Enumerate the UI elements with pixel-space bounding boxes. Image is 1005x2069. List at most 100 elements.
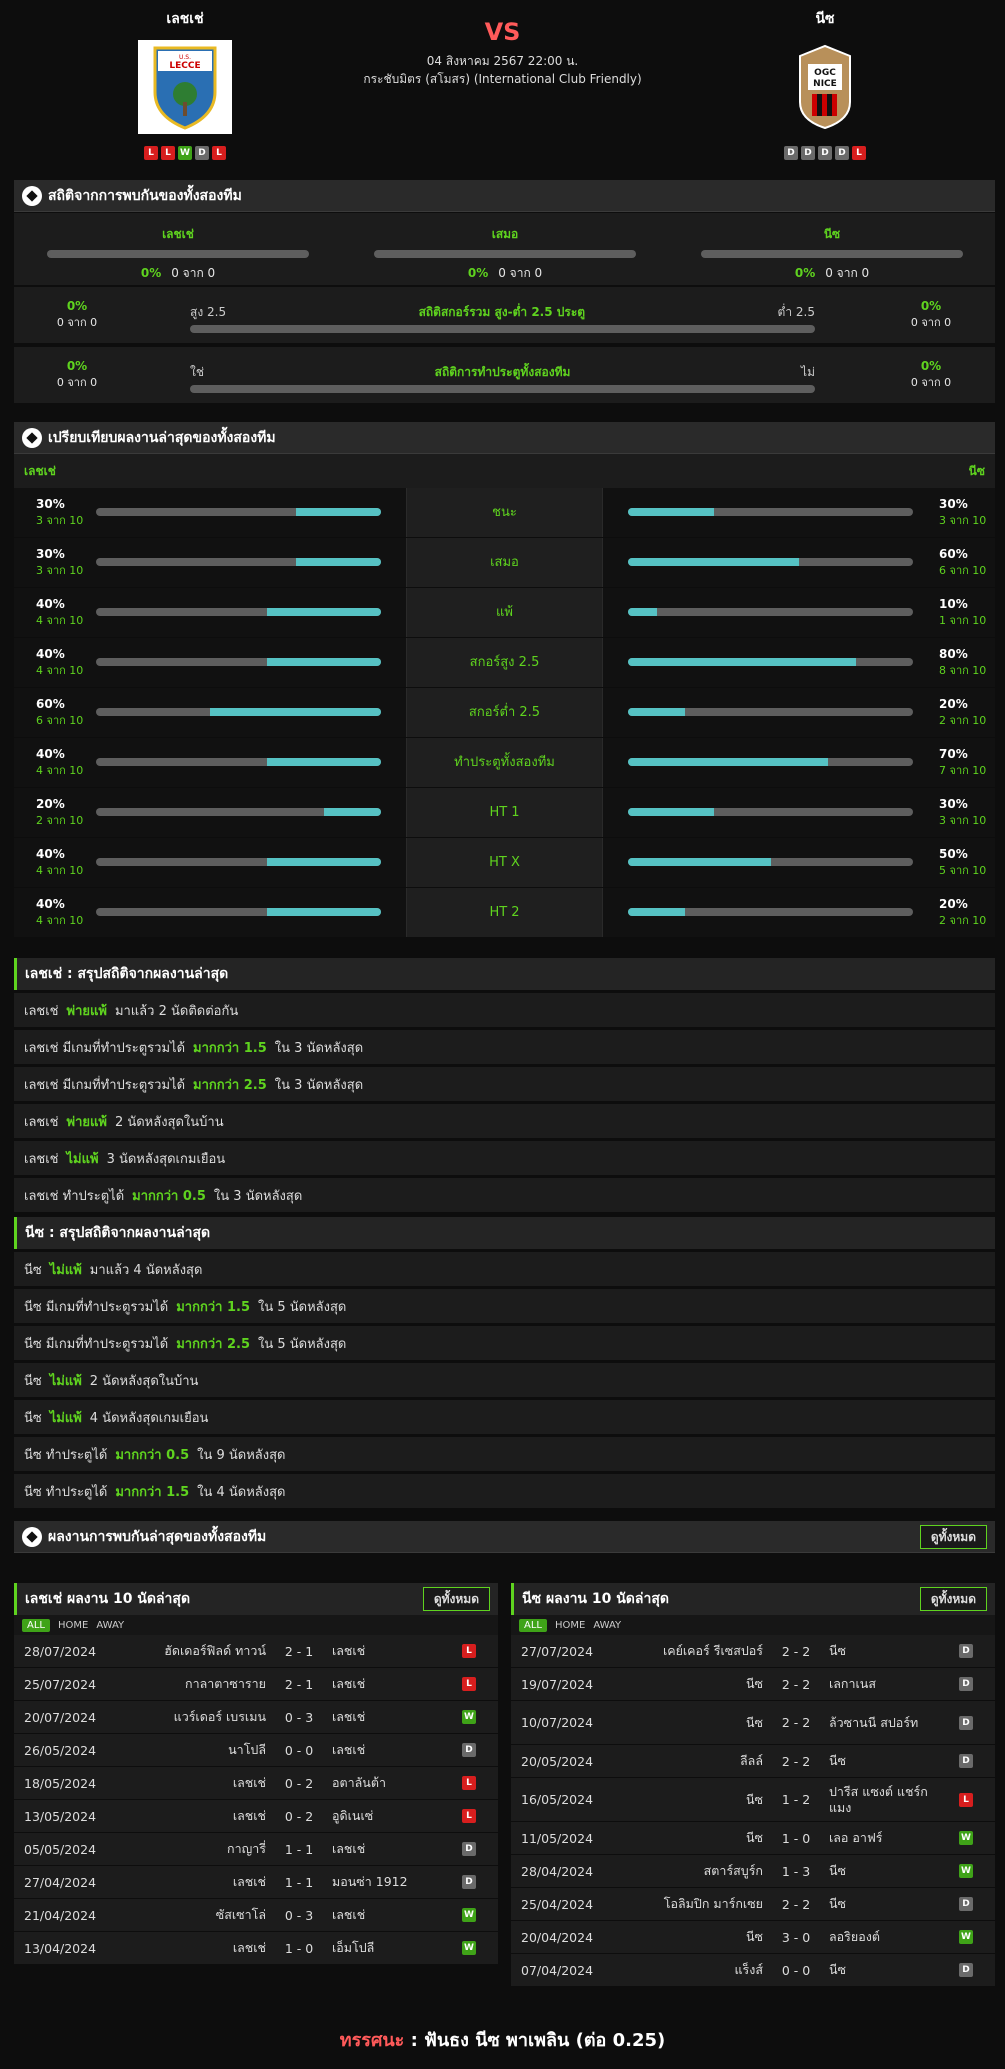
compare-row: 40% 4 จาก 10 HT 2 20% 2 จาก 10 [14, 888, 995, 938]
result-badge-cell: W [454, 1899, 484, 1931]
result-date: 28/04/2024 [521, 1863, 594, 1879]
result-badge-cell: D [951, 1888, 981, 1920]
compare-home-bar [96, 608, 381, 616]
result-away-team: เลอ อาฟร์ [829, 1830, 883, 1845]
result-score: 0 - 2 [284, 1808, 314, 1824]
summary-detail: 4 นัดหลังสุดเกมเยือน [89, 1410, 209, 1426]
away-team-name: นีซ [815, 11, 835, 27]
result-date: 13/05/2024 [24, 1808, 97, 1824]
compare-home-cell: 40% 4 จาก 10 [14, 738, 406, 787]
result-score: 2 - 1 [284, 1676, 314, 1692]
view-all-away-button[interactable]: ดูทั้งหมด [919, 1587, 987, 1611]
result-score: 0 - 3 [284, 1709, 314, 1725]
compare-away-fill [628, 508, 714, 516]
compare-home-cell: 40% 4 จาก 10 [14, 838, 406, 887]
view-all-home-button[interactable]: ดูทั้งหมด [422, 1587, 490, 1611]
compare-home-count: 6 จาก 10 [36, 714, 84, 727]
verdict-text: ฟันธง นีซ พาเพลิน (ต่อ 0.25) [424, 2030, 666, 2051]
result-badge: D [959, 1715, 973, 1730]
result-badge: D [959, 1677, 973, 1691]
tab-away[interactable]: AWAY [593, 1619, 622, 1631]
result-row[interactable]: 20/07/2024 แวร์เดอร์ เบรเมน 0 - 3 เลชเช่ W [14, 1701, 498, 1734]
tab-all[interactable]: ALL [22, 1618, 50, 1632]
result-row[interactable]: 13/05/2024 เลชเช่ 0 - 2 อูดิเนเซ่ L [14, 1800, 498, 1833]
result-row[interactable]: 05/05/2024 กาญารี่ 1 - 1 เลชเช่ D [14, 1833, 498, 1866]
result-away-team: นีซ [829, 1962, 847, 1977]
result-badge-cell: L [454, 1668, 484, 1700]
result-score: 1 - 3 [781, 1863, 811, 1879]
tab-all[interactable]: ALL [519, 1618, 547, 1632]
result-badge-cell: D [454, 1833, 484, 1865]
result-row[interactable]: 27/04/2024 เลชเช่ 1 - 1 มอนซ่า 1912 D [14, 1866, 498, 1899]
compare-away-fill [628, 558, 799, 566]
compare-row: 20% 2 จาก 10 HT 1 30% 3 จาก 10 [14, 788, 995, 838]
compare-home-pct: 40% [36, 597, 65, 611]
compare-home-bar [96, 758, 381, 766]
compare-home-count: 2 จาก 10 [36, 814, 84, 827]
result-date: 21/04/2024 [24, 1907, 97, 1923]
result-badge: D [959, 1644, 973, 1658]
result-row[interactable]: 26/05/2024 นาโปลี 0 - 0 เลชเช่ D [14, 1734, 498, 1767]
compare-title: เปรียบเทียบผลงานล่าสุดของทั้งสองทีม [48, 429, 276, 446]
tab-home[interactable]: HOME [57, 1619, 89, 1631]
result-home-team: โอลิมปิก มาร์กเซย [663, 1896, 763, 1911]
compare-away-bar [628, 608, 913, 616]
compare-away-cell: 30% 3 จาก 10 [603, 488, 995, 537]
compare-home-cell: 20% 2 จาก 10 [14, 788, 406, 837]
tab-away[interactable]: AWAY [96, 1619, 125, 1631]
result-away-team: เลชเช่ [332, 1907, 366, 1922]
result-away-team: ลอริยองต์ [829, 1929, 880, 1944]
result-date: 16/05/2024 [521, 1792, 594, 1807]
result-badge-cell: W [951, 1822, 981, 1854]
h2h-home-count: 0 จาก 0 [171, 266, 216, 280]
compare-home-value: 20% 2 จาก 10 [36, 796, 83, 829]
result-home-team: ฮัดเดอร์ฟิลด์ ทาวน์ [164, 1643, 266, 1658]
compare-away-fill [628, 908, 685, 916]
away-results-header: นีซ ผลงาน 10 นัดล่าสุด ดูทั้งหมด [511, 1583, 995, 1615]
home-summary-title: เลชเช่ : สรุปสถิติจากผลงานล่าสุด [25, 966, 229, 982]
compare-away-name: นีซ [968, 463, 985, 478]
result-row[interactable]: 20/05/2024 ลีลล์ 2 - 2 นีซ D [511, 1745, 995, 1778]
result-row[interactable]: 20/04/2024 นีซ 3 - 0 ลอริยองต์ W [511, 1921, 995, 1954]
compare-away-cell: 50% 5 จาก 10 [603, 838, 995, 887]
compare-away-count: 8 จาก 10 [939, 664, 987, 677]
summary-highlight: มากกว่า 1.5 [115, 1484, 190, 1500]
home-team-name: เลชเช่ [166, 11, 204, 27]
away-results-rows: 27/07/2024 เคย์เคอร์ รีเซสปอร์ 2 - 2 นีซ D 19… [511, 1635, 995, 1987]
result-row[interactable]: 16/05/2024 นีซ 1 - 2 ปารีส แซงต์ แชร์กแมง L [511, 1778, 995, 1822]
compare-home-name: เลชเช่ [24, 463, 56, 478]
result-row[interactable]: 19/07/2024 นีซ 2 - 2 เลกาเนส D [511, 1668, 995, 1701]
h2h-section-header: สถิติจากการพบกันของทั้งสองทีม [14, 180, 995, 212]
h2h-results-panel: เลชเช่ 0% 0 จาก 0 เสมอ 0% 0 จาก 0 นีซ 0% 0 … [14, 213, 995, 285]
home-results-rows: 28/07/2024 ฮัดเดอร์ฟิลด์ ทาวน์ 2 - 1 เลชเช่… [14, 1635, 498, 1965]
compare-away-count: 7 จาก 10 [939, 764, 987, 777]
result-row[interactable]: 25/04/2024 โอลิมปิก มาร์กเซย 2 - 2 นีซ D [511, 1888, 995, 1921]
result-row[interactable]: 07/04/2024 แร็งส์ 0 - 0 นีซ D [511, 1954, 995, 1987]
result-row[interactable]: 21/04/2024 ซัสเซาโล่ 0 - 3 เลชเช่ W [14, 1899, 498, 1932]
match-datetime: 04 สิงหาคม 2567 22:00 น. [426, 54, 579, 68]
summary-row: เลชเช่ มีเกมที่ทำประตูรวมได้ มากกว่า 1.5 ใ… [14, 1030, 995, 1064]
result-row[interactable]: 18/05/2024 เลชเช่ 0 - 2 อตาลันต้า L [14, 1767, 498, 1800]
result-row[interactable]: 25/07/2024 กาลาตาซาราย 2 - 1 เลชเช่ L [14, 1668, 498, 1701]
result-row[interactable]: 28/07/2024 ฮัดเดอร์ฟิลด์ ทาวน์ 2 - 1 เลชเช่… [14, 1635, 498, 1668]
compare-away-cell: 60% 6 จาก 10 [603, 538, 995, 587]
compare-away-bar [628, 808, 913, 816]
result-badge: W [462, 1908, 476, 1922]
result-badge-cell: W [951, 1855, 981, 1887]
result-row[interactable]: 27/07/2024 เคย์เคอร์ รีเซสปอร์ 2 - 2 นีซ D [511, 1635, 995, 1668]
compare-away-fill [628, 808, 714, 816]
result-row[interactable]: 13/04/2024 เลชเช่ 1 - 0 เอ็มโปลี W [14, 1932, 498, 1965]
result-row[interactable]: 28/04/2024 สตาร์สบูร์ก 1 - 3 นีซ W [511, 1855, 995, 1888]
compare-away-cell: 80% 8 จาก 10 [603, 638, 995, 687]
result-badge: D [462, 1875, 476, 1889]
compare-away-cell: 70% 7 จาก 10 [603, 738, 995, 787]
tab-home[interactable]: HOME [554, 1619, 586, 1631]
compare-home-bar [96, 508, 381, 516]
compare-away-bar [628, 708, 913, 716]
result-row[interactable]: 11/05/2024 นีซ 1 - 0 เลอ อาฟร์ W [511, 1822, 995, 1855]
result-row[interactable]: 10/07/2024 นีซ 2 - 2 ล้วซานนี สปอร์ท D [511, 1701, 995, 1745]
result-badge-cell: D [951, 1701, 981, 1744]
home-results-header: เลชเช่ ผลงาน 10 นัดล่าสุด ดูทั้งหมด [14, 1583, 498, 1615]
view-all-h2h-button[interactable]: ดูทั้งหมด [919, 1525, 987, 1549]
